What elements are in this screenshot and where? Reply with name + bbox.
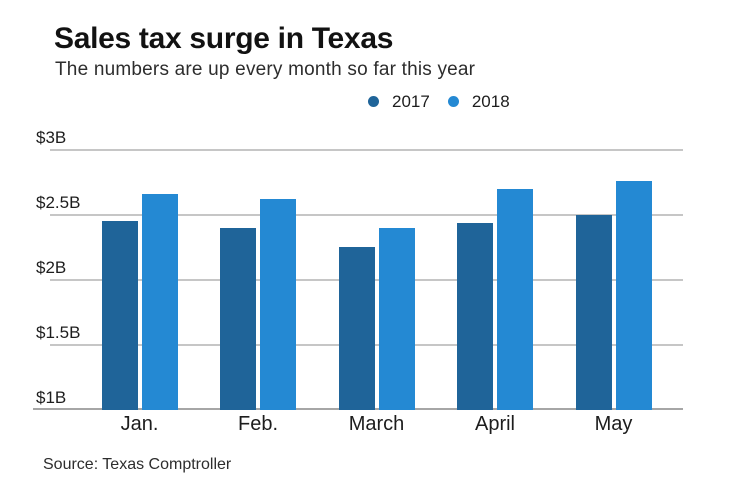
chart-title: Sales tax surge in Texas [54,22,394,55]
legend-label: 2017 [392,91,430,111]
y-axis-tick-label: $1.5B [36,323,81,342]
x-axis-tick-label: April [474,413,516,435]
legend: 2017 2018 [368,92,510,111]
legend-label: 2018 [471,91,510,111]
bar-2017-feb [220,228,256,410]
bar-2018-april [497,189,533,410]
bar-group-feb [220,150,296,410]
bar-2018-may [615,181,652,410]
plot-area [50,150,683,410]
legend-item-2018: 2018 [447,91,510,111]
chart-subtitle: The numbers are up every month so far th… [55,59,476,80]
x-axis-tick-label: Feb. [237,413,279,435]
bar-2017-jan [101,221,138,410]
bar-group-march [338,150,415,410]
bar-group-jan [101,150,178,410]
y-axis-tick-label: $2.5B [36,193,81,212]
bar-group-april [457,150,533,410]
legend-dot-icon [368,96,379,107]
bar-2018-jan [141,194,178,410]
legend-item-2017: 2017 [368,92,430,111]
bar-2017-may [575,215,612,410]
y-axis-tick-label: $1B [36,388,67,407]
gridline-$2.5B [50,214,683,216]
y-axis-tick-label: $2B [36,258,67,277]
bar-2017-april [457,223,493,410]
source-attribution: Source: Texas Comptroller [43,456,232,473]
bar-2017-march [338,247,375,410]
legend-dot-icon [447,96,459,107]
y-axis-tick-label: $3B [36,128,67,147]
x-axis-tick-label: March [348,413,405,435]
bar-2018-feb [260,199,296,410]
bar-2018-march [378,228,415,410]
x-axis-tick-label: Jan. [120,413,159,435]
gridline-$3B [50,149,683,151]
x-axis-tick-label: May [594,413,633,435]
bar-group-may [575,150,652,410]
